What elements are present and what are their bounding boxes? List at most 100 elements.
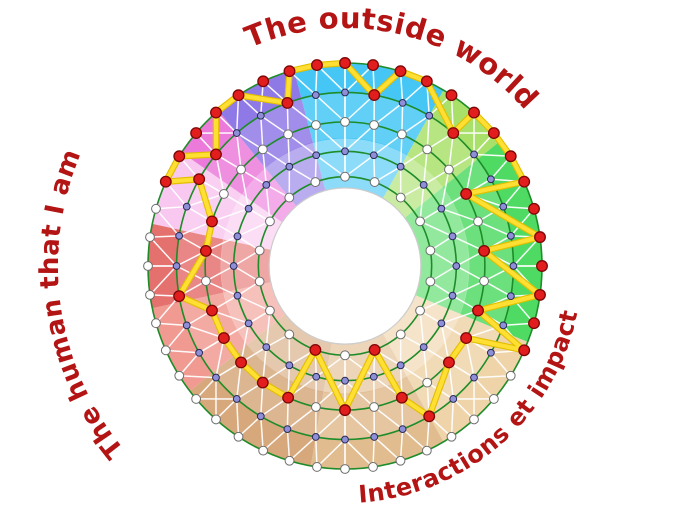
purple-node — [448, 232, 457, 241]
purple-node — [244, 319, 253, 328]
white-node — [284, 192, 295, 203]
purple-node — [229, 262, 238, 270]
purple-node — [448, 291, 457, 300]
red-node — [217, 332, 230, 345]
purple-node — [256, 412, 265, 421]
red-node — [206, 215, 218, 228]
yellow-route — [163, 60, 543, 419]
white-node — [284, 455, 295, 466]
white-node — [488, 394, 499, 404]
red-node — [447, 127, 460, 139]
red-node — [423, 410, 436, 423]
white-node — [446, 431, 457, 442]
red-node — [282, 391, 295, 404]
white-node — [145, 232, 155, 243]
red-node — [460, 332, 473, 345]
white-node — [369, 177, 380, 187]
red-node — [445, 89, 458, 102]
white-node — [233, 431, 244, 442]
red-node — [210, 106, 222, 119]
white-node — [340, 116, 350, 127]
white-node — [369, 120, 379, 130]
white-node — [310, 177, 321, 187]
white-node — [479, 276, 490, 286]
white-node — [368, 462, 378, 472]
white-node — [151, 318, 161, 329]
red-node — [235, 356, 248, 369]
purple-node — [283, 425, 292, 433]
purple-node — [509, 262, 518, 270]
white-node — [218, 189, 229, 199]
red-node — [478, 244, 491, 257]
white-node — [369, 402, 379, 412]
red-node — [309, 343, 322, 356]
purple-node — [499, 202, 508, 211]
purple-node — [311, 91, 320, 99]
red-node — [339, 57, 351, 69]
white-node — [191, 394, 202, 404]
red-node — [394, 65, 407, 78]
white-node — [422, 144, 433, 155]
white-node — [395, 455, 406, 466]
white-node — [145, 289, 155, 300]
red-node — [206, 304, 218, 317]
purple-node — [419, 343, 428, 352]
white-node — [284, 329, 295, 340]
purple-node — [232, 129, 241, 137]
sector-light-green — [382, 90, 501, 218]
red-node — [232, 89, 245, 102]
red-node — [283, 65, 296, 78]
purple-node — [396, 162, 405, 171]
purple-node — [285, 361, 294, 370]
purple-node — [262, 343, 271, 352]
white-node — [257, 144, 268, 155]
label-the-human-that-i-am: The human that I am — [35, 145, 130, 464]
purple-node — [244, 204, 253, 213]
red-node — [199, 244, 212, 257]
red-node — [472, 304, 484, 317]
white-node — [283, 129, 294, 140]
white-node — [340, 464, 350, 474]
red-node — [468, 106, 480, 119]
white-node — [265, 305, 275, 316]
white-node — [254, 276, 265, 287]
purple-node — [369, 372, 378, 381]
white-node — [425, 245, 436, 256]
spoke-mesh — [148, 63, 542, 469]
wheel-geometry — [143, 57, 548, 474]
red-node — [311, 59, 323, 72]
purple-node — [396, 361, 405, 370]
white-node — [395, 329, 406, 340]
red-node — [173, 150, 186, 163]
white-node — [396, 129, 407, 140]
red-node — [173, 290, 186, 303]
sector-light-pink — [152, 152, 283, 250]
white-node — [312, 462, 322, 472]
white-node — [340, 171, 350, 182]
purple-node — [425, 111, 434, 120]
red-node — [460, 187, 473, 200]
sector-beige — [382, 295, 528, 442]
red-node — [257, 75, 270, 88]
purple-node — [486, 348, 495, 357]
red-node — [395, 391, 408, 404]
red-node — [281, 96, 294, 109]
purple-node — [370, 433, 379, 441]
red-node — [487, 127, 500, 140]
white-node — [395, 192, 406, 203]
white-node — [444, 164, 454, 175]
white-node — [469, 414, 479, 425]
sector-red — [147, 223, 271, 309]
purple-node — [232, 395, 241, 403]
purple-node — [506, 292, 515, 301]
white-node — [415, 305, 425, 316]
purple-node — [175, 231, 184, 240]
purple-node — [437, 319, 446, 328]
purple-node — [398, 99, 407, 107]
purple-node — [499, 321, 508, 330]
purple-node — [312, 372, 321, 381]
white-node — [473, 216, 483, 227]
purple-node — [341, 435, 349, 444]
purple-node — [182, 321, 191, 330]
